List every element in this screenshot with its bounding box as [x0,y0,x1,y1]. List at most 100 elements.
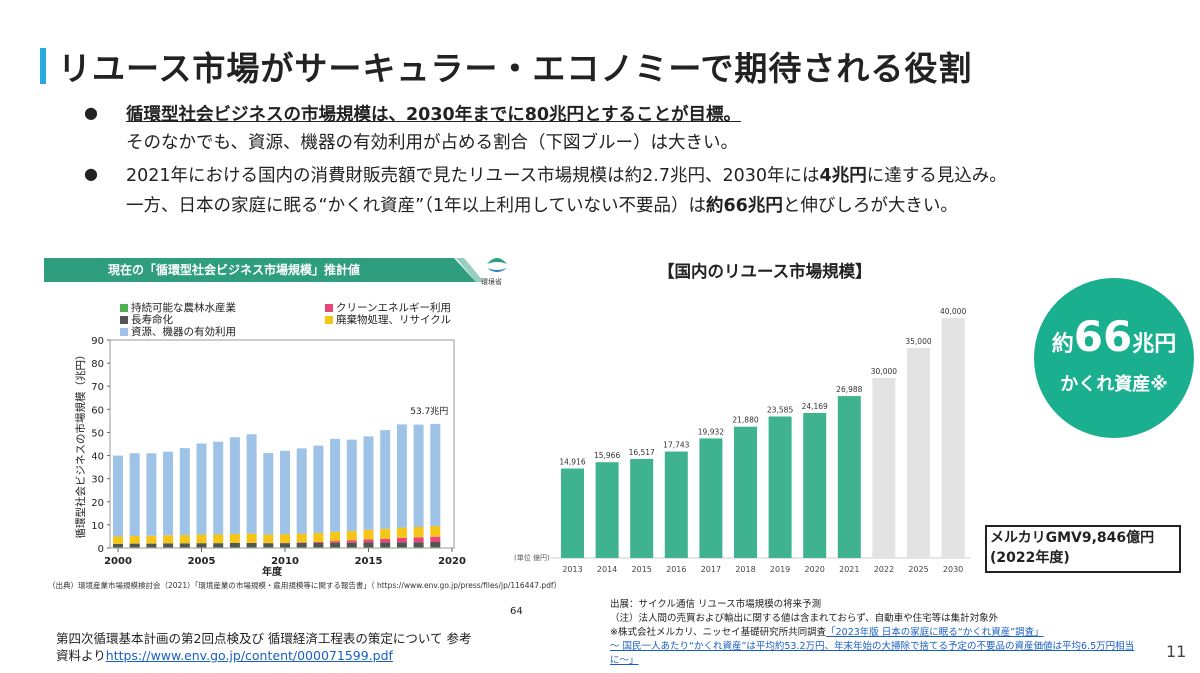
x-tick-label: 2030 [943,565,963,574]
bar-segment [346,439,357,531]
bar-segment [363,539,374,543]
bar [561,468,584,558]
bar-segment [346,547,357,548]
bar-segment [113,536,123,544]
bar-value-label: 19,932 [698,427,724,436]
x-axis-label: 年度 [262,565,283,578]
reference-link[interactable]: https://www.env.go.jp/content/000071599.… [105,648,393,663]
bar-value-label: 16,517 [629,448,655,457]
bar-value-label: 15,966 [594,451,620,460]
y-axis-label: 循環型社会ビジネスの市場規模（兆円） [74,350,87,539]
survey-detail-link[interactable]: ～ 国民一人あたり“かくれ資産”は平均約53.2万円、年末年始の大掃除で捨てる予… [610,641,1135,652]
legend-swatch [325,303,333,312]
ministry-logo-icon [487,258,507,272]
bullet-2-line-2-text-a: 一方、日本の家庭に眠る“かくれ資産”（1年以上利用していない不要品）は [126,196,706,216]
bar-segment [146,535,157,544]
bar-value-label: 23,585 [767,405,793,414]
hidden-assets-prefix: 約 [1051,332,1074,357]
mercari-gmv-box [985,525,1181,573]
bar-segment [413,547,424,548]
bar-segment [229,533,240,543]
bar-value-label: 24,169 [802,402,828,411]
bar-segment [213,534,224,544]
bar-segment [413,424,424,527]
hidden-assets-label: かくれ資産※ [1060,374,1168,395]
bar-segment [113,543,123,548]
bar-segment [229,437,240,534]
bar-segment [313,547,324,548]
hidden-assets-unit: 兆円 [1132,332,1177,357]
bar [699,438,723,558]
bar-segment [396,547,407,548]
note-source: 出展：サイクル通信 リユース市場規模の将来予測 [610,599,822,610]
bar-segment [280,543,290,548]
bar-segment [413,537,424,543]
left-chart-source: （出典）環境産業市場規模検討会（2021）「環境産業の市場規模・雇用規模等に関す… [48,581,562,590]
y-tick-label: 30 [91,475,104,486]
y-tick-label: 0 [98,544,104,555]
bar-value-label: 35,000 [905,337,931,346]
bullet-1-line-2: そのなかでも、資源、機器の有効利用が占める割合（下図ブルー）は大きい。 [126,133,738,153]
bar-segment [313,532,324,542]
x-tick-label: 2000 [104,556,132,567]
legend-swatch [120,327,128,336]
legend-label: 持続可能な農林水産業 [131,302,236,314]
x-tick-label: 2020 [438,556,466,567]
note-survey-detail: ～ 国民一人あたり“かくれ資産”は平均約53.2万円、年末年始の大掃除で捨てる予… [610,638,1134,652]
legend-label: クリーンエネルギー利用 [336,302,451,314]
survey-link[interactable]: 「2023年版 日本の家庭に眠る“かくれ資産”調査」 [826,627,1044,638]
x-tick-label: 2025 [908,565,928,574]
left-chart-page-number: 64 [510,606,523,617]
legend-item-recycling: 廃棄物処理、リサイクル [325,312,451,327]
left-reference-prefix: 資料より [56,648,106,663]
bar-segment [330,541,341,543]
x-tick-label: 2022 [874,565,894,574]
page-title: リユース市場がサーキュラー・エコノミーで期待される役割 [58,49,973,88]
survey-detail-link-end[interactable]: に～」 [610,655,639,666]
x-tick-label: 2015 [632,565,652,574]
bullet-2-line-1: 2021年における国内の消費財販売額で見たリユース市場規模は約2.7兆円、203… [126,162,1007,187]
bar-segment [280,534,290,543]
left-reference-line-1: 第四次循環基本計画の第2回点検及び 循環経済工程表の策定について 参考 [56,631,472,646]
bar-segment [263,543,274,548]
bar [768,416,792,558]
bar-segment [179,535,190,544]
ministry-logo-text: 環境省 [481,278,502,286]
x-tick-label: 2010 [271,556,299,567]
page-number: 11 [1166,642,1187,661]
y-tick-label: 50 [91,428,104,439]
legend-label: 資源、機器の有効利用 [131,326,236,338]
legend-swatch [120,303,128,312]
bar-segment [396,424,407,528]
bar-segment [330,542,341,548]
y-tick-label: 80 [91,359,104,370]
bar-segment [346,530,357,541]
bar-segment [129,547,140,548]
bar-segment [196,543,207,548]
legend-item-resources: 資源、機器の有効利用 [120,324,236,339]
bar-segment [179,547,190,548]
note-mercari: ※株式会社メルカリ、ニッセイ基礎研究所共同調査「2023年版 日本の家庭に眠る“… [610,624,1044,638]
bar-segment [229,542,240,548]
bar-segment [330,547,341,548]
bullet-2-line-2-text-c: と伸びしろが大きい。 [782,196,958,216]
mercari-gmv-text: メルカリGMV9,846億円 [990,530,1155,546]
bar-segment [380,430,391,529]
bar-segment [229,547,240,548]
x-tick-label: 2014 [597,565,617,574]
x-tick-label: 2021 [839,565,859,574]
bar [630,458,654,558]
right-chart-unit: (単位 億円) [514,554,550,562]
legend-swatch [120,315,128,324]
legend-item-longevity: 長寿命化 [120,312,173,327]
right-reuse-bar-chart: 14,916 2013 15,966 2014 16,517 2015 17,743 2016… [550,307,970,574]
bar-value-label: 40,000 [940,307,966,316]
bullet-2-line-2: 一方、日本の家庭に眠る“かくれ資産”（1年以上利用していない不要品）は約66兆円… [126,192,958,217]
bar [837,396,861,558]
bar-segment [430,536,441,542]
bar-segment [363,436,374,530]
bar-segment [330,531,341,542]
bar-segment [263,547,274,548]
bar-segment [129,535,140,544]
bar-segment [363,547,374,548]
